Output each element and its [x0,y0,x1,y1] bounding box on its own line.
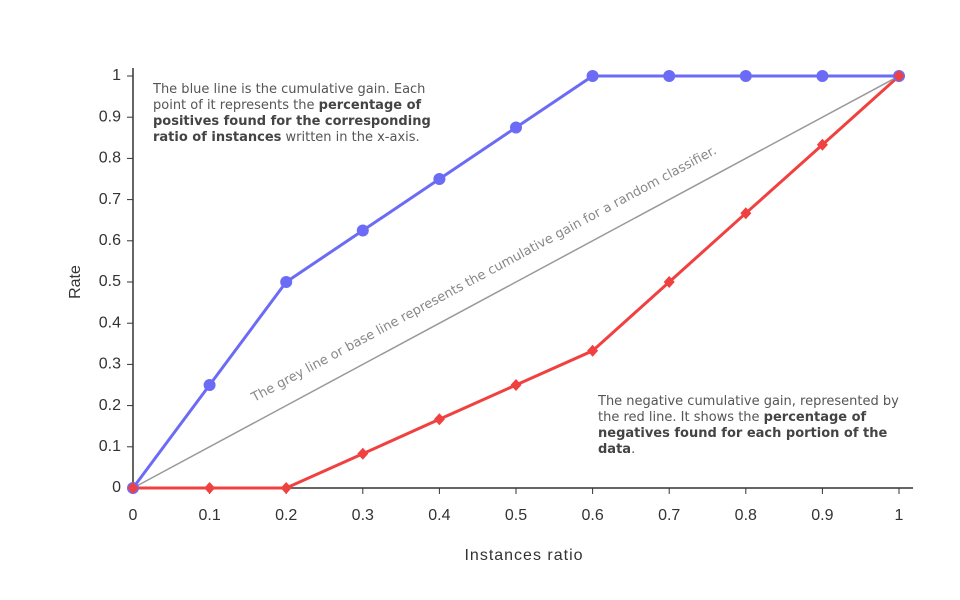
y-tick-label: 0.6 [99,232,121,249]
point [740,207,752,220]
x-axis-label: Instances ratio [464,547,583,564]
point [586,70,599,82]
point [280,482,292,494]
point [510,121,522,134]
point [587,344,599,357]
point [816,70,829,82]
annotation: The negative cumulative gain, represente… [598,394,910,458]
point [663,70,676,82]
x-tick-label: 0.7 [658,507,680,524]
point [433,413,445,426]
y-tick-label: 0.3 [99,356,121,373]
annotation-text: The grey line or base line represents th… [248,143,719,406]
x-tick-label: 0.2 [275,507,297,524]
x-tick-label: 1 [895,507,904,524]
point [893,70,905,82]
annotation-text: percentage of negatives found for each p… [598,410,888,457]
y-tick-label: 0.5 [99,273,121,290]
y-tick-label: 0.9 [99,108,121,125]
point [816,138,828,151]
point [739,70,752,82]
point [433,173,446,185]
x-tick-label: 0.5 [505,507,527,524]
point [127,482,139,494]
y-tick-label: 0.4 [99,314,121,331]
y-tick-label: 0.2 [99,397,121,414]
y-tick-label: 0.7 [99,191,121,208]
point [356,224,369,237]
annotation: The grey line or base line represents th… [248,143,719,406]
x-tick-label: 0.9 [811,507,833,524]
point [357,447,369,460]
y-tick-label: 0.8 [99,150,121,167]
annotation-text: The negative cumulative gain, represente… [598,394,899,425]
y-tick-label: 1 [112,67,121,84]
x-tick-label: 0 [129,507,138,524]
y-axis-label: Rate [67,265,84,299]
annotation-text: percentage of positives found for the co… [153,98,431,145]
x-tick-label: 0.1 [198,507,220,524]
annotation: The blue line is the cumulative gain. Ea… [153,82,438,146]
point [204,482,216,494]
annotation-text: . [631,442,636,457]
x-tick-label: 0.3 [352,507,374,524]
point [280,276,293,288]
annotation-text: The blue line is the cumulative gain. Ea… [153,82,426,113]
point [203,379,216,391]
series-line [132,75,900,489]
point [663,276,675,288]
annotation-text: written in the x-axis. [281,130,420,145]
x-tick-label: 0.6 [581,507,603,524]
point [510,379,522,391]
x-tick-label: 0.4 [428,507,450,524]
x-tick-label: 0.8 [735,507,757,524]
y-tick-label: 0.1 [99,438,121,455]
y-tick-label: 0 [112,479,121,496]
